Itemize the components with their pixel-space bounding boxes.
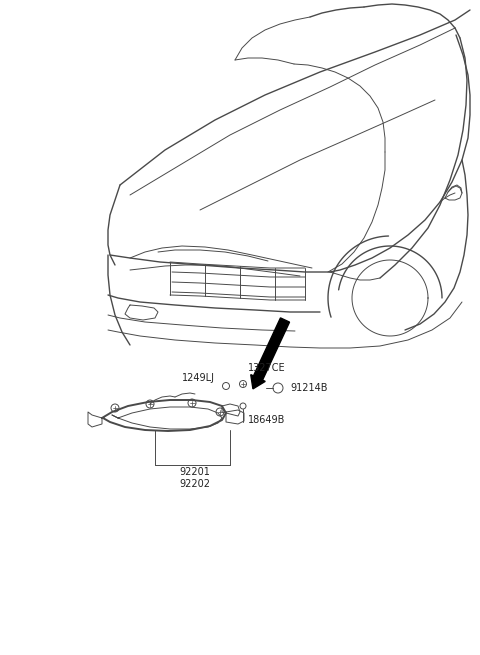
Text: 91214B: 91214B bbox=[290, 383, 327, 393]
Text: 92202: 92202 bbox=[180, 479, 211, 489]
Text: 1327CE: 1327CE bbox=[248, 363, 286, 373]
Text: 1249LJ: 1249LJ bbox=[182, 373, 215, 383]
Polygon shape bbox=[251, 375, 265, 389]
Text: 92201: 92201 bbox=[180, 467, 210, 477]
Text: 18649B: 18649B bbox=[248, 415, 286, 425]
Polygon shape bbox=[253, 318, 289, 380]
